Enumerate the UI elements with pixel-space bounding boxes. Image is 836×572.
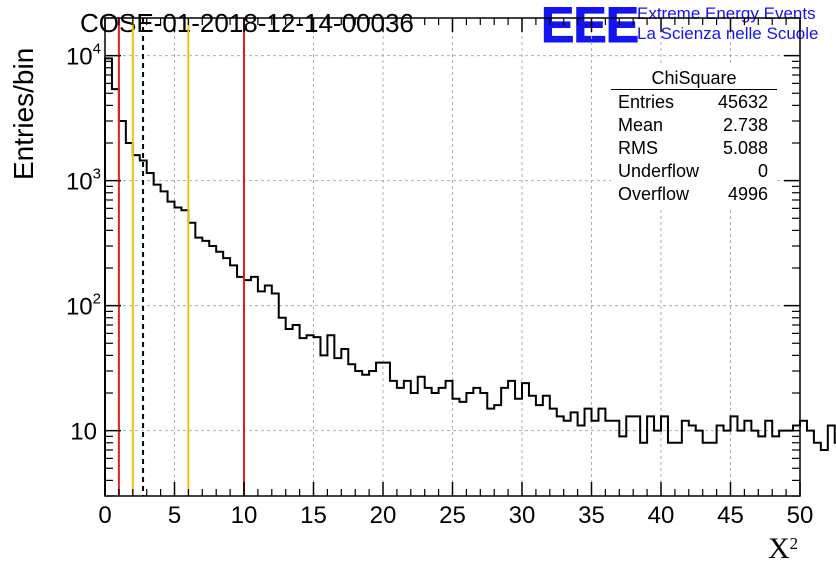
stats-row-overflow: Overflow 4996 [618, 184, 768, 207]
stats-box: ChiSquare Entries 45632 Mean 2.738 RMS 5.08… [611, 66, 777, 208]
stats-value: 2.738 [722, 115, 768, 135]
stats-row-rms: RMS 5.088 [618, 138, 768, 161]
x-tick-label: 20 [370, 502, 397, 529]
stats-label: RMS [618, 138, 658, 158]
x-tick-label: 5 [168, 502, 181, 529]
y-tick-label: 10 [70, 419, 97, 446]
stats-value: 4996 [727, 184, 768, 204]
stats-divider [611, 89, 777, 90]
x-tick-label: 50 [787, 502, 814, 529]
x-tick-label: 15 [300, 502, 327, 529]
stats-label: Mean [618, 115, 664, 135]
axis-ticks [104, 17, 801, 497]
x-tick-label: 25 [439, 502, 466, 529]
y-tick-label: 102 [66, 291, 101, 321]
x-tick-label: 0 [98, 502, 111, 529]
x-axis-label-base: X [768, 532, 790, 565]
stats-row-underflow: Underflow 0 [618, 161, 768, 184]
x-tick-label: 35 [578, 502, 605, 529]
x-axis-label-sup: 2 [789, 534, 799, 553]
stats-row-mean: Mean 2.738 [618, 115, 768, 138]
eee-logo: EEE [540, 0, 639, 53]
y-tick-label: 103 [66, 166, 101, 196]
histogram-series [104, 57, 836, 496]
x-tick-label: 30 [509, 502, 536, 529]
x-tick-label: 10 [231, 502, 258, 529]
stats-value: 45632 [717, 92, 768, 112]
x-tick-label: 40 [648, 502, 675, 529]
stats-row-entries: Entries 45632 [618, 92, 768, 115]
annotation-lines [117, 18, 245, 496]
x-axis-label: X2 [768, 532, 798, 566]
tick-labels: 0 5 10 15 20 25 30 35 40 45 50 10 102 103 104 [66, 41, 813, 529]
y-axis-label: Entries/bin [8, 48, 39, 180]
x-tick-label: 45 [717, 502, 744, 529]
stats-title: ChiSquare [651, 68, 737, 88]
stats-value: 5.088 [722, 138, 768, 158]
stats-label: Underflow [618, 161, 700, 181]
chart-title: COSE-01-2018-12-14-00036 [80, 8, 414, 38]
stats-value: 0 [757, 161, 768, 181]
stats-label: Entries [618, 92, 675, 112]
y-tick-label: 104 [66, 41, 101, 71]
logo-tagline-2: La Scienza nelle Scuole [637, 24, 819, 43]
stats-label: Overflow [618, 184, 690, 204]
